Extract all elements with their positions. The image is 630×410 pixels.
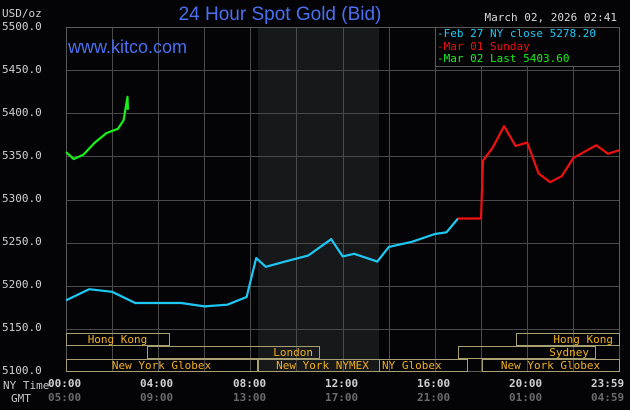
price-series xyxy=(65,95,620,308)
y-tick: 5400.0 xyxy=(2,106,42,119)
session-label: Sydney xyxy=(549,346,589,359)
session-label: Hong Kong xyxy=(553,333,613,346)
x-tick-gmt: 17:00 xyxy=(325,391,359,404)
timestamp: March 02, 2026 02:41 xyxy=(484,11,617,24)
session-label: New York NYMEX xyxy=(276,359,369,372)
gmt-label: GMT xyxy=(11,392,31,405)
x-tick-ny: 04:00 xyxy=(140,377,174,390)
grid-lines xyxy=(66,27,619,372)
y-tick: 5450.0 xyxy=(2,63,42,76)
units-label: USD/oz xyxy=(2,7,42,20)
x-tick-ny: 16:00 xyxy=(417,377,451,390)
ny-time-label: NY Time xyxy=(3,379,50,392)
session-label: New York Globex xyxy=(501,359,601,372)
x-tick-gmt: 05:00 xyxy=(48,391,82,404)
session-bar xyxy=(147,346,320,359)
legend-item-prev-close: -Feb 27 NY close 5278.20 xyxy=(437,27,596,40)
y-tick: 5300.0 xyxy=(2,192,42,205)
series-line-2 xyxy=(65,95,129,161)
x-tick-ny: 23:59 xyxy=(591,377,625,390)
nymex-shade xyxy=(258,27,379,372)
y-tick: 5500.0 xyxy=(2,20,42,33)
y-tick: 5150.0 xyxy=(2,321,42,334)
x-tick-ny: 12:00 xyxy=(325,377,359,390)
session-bars: Hong Kong London New York Globex New York N… xyxy=(66,333,620,372)
x-tick-ny: 08:00 xyxy=(233,377,267,390)
y-tick: 5250.0 xyxy=(2,235,42,248)
session-bar xyxy=(482,359,620,372)
chart-title: 24 Hour Spot Gold (Bid) xyxy=(178,4,382,25)
legend-item-today: -Mar 02 Last 5403.60 xyxy=(437,52,570,65)
legend: -Feb 27 NY close 5278.20 -Mar 01 Sunday … xyxy=(437,27,596,66)
x-tick-ny: 20:00 xyxy=(509,377,543,390)
y-tick: 5200.0 xyxy=(2,278,42,291)
session-bar xyxy=(379,359,468,372)
legend-item-sunday: -Mar 01 Sunday xyxy=(437,39,530,53)
x-tick-ny: 00:00 xyxy=(48,377,82,390)
session-bar xyxy=(516,333,620,346)
kitco-watermark-link[interactable]: www.kitco.com xyxy=(68,37,188,57)
session-label: NY Globex xyxy=(382,359,442,372)
x-tick-gmt: 13:00 xyxy=(233,391,267,404)
session-label: London xyxy=(273,346,313,359)
x-tick-gmt: 21:00 xyxy=(417,391,451,404)
legend-box xyxy=(435,27,620,67)
x-tick-gmt: 04:59 xyxy=(591,391,625,404)
y-tick: 5100.0 xyxy=(2,364,42,377)
session-bar xyxy=(458,346,596,359)
x-tick-gmt: 01:00 xyxy=(509,391,543,404)
y-tick: 5350.0 xyxy=(2,149,42,162)
session-bar xyxy=(66,333,170,346)
x-tick-gmt: 09:00 xyxy=(140,391,174,404)
session-label: Hong Kong xyxy=(88,333,148,346)
series-line-1 xyxy=(458,125,620,220)
series-line-0 xyxy=(65,217,459,308)
session-bar xyxy=(66,359,258,372)
session-label: New York Globex xyxy=(112,359,212,372)
